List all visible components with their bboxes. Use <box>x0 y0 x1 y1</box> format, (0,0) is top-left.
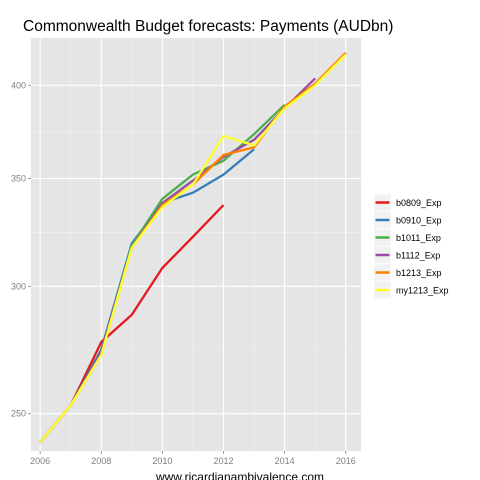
y-tick-label: 300 <box>11 281 26 291</box>
legend-label-b0809_Exp: b0809_Exp <box>396 198 442 208</box>
x-axis: 2006 2008 2010 2012 2014 2016 <box>30 451 356 466</box>
x-tick-label: 2016 <box>336 456 356 466</box>
y-tick-label: 400 <box>11 80 26 90</box>
y-axis: 250 300 350 400 <box>11 80 31 419</box>
x-tick-label: 2012 <box>213 456 233 466</box>
x-tick-label: 2006 <box>30 456 50 466</box>
chart-title: Commonwealth Budget forecasts: Payments … <box>23 18 393 35</box>
x-tick-label: 2014 <box>275 456 295 466</box>
legend-label-b1213_Exp: b1213_Exp <box>396 268 442 278</box>
legend-label-my1213_Exp: my1213_Exp <box>396 286 449 296</box>
y-tick-label: 250 <box>11 409 26 419</box>
legend-label-b1112_Exp: b1112_Exp <box>396 251 440 261</box>
legend: b0809_Exp b0910_Exp b1011_Exp b1112_Exp b121… <box>372 189 472 300</box>
x-tick-label: 2010 <box>152 456 172 466</box>
x-tick-label: 2008 <box>91 456 111 466</box>
legend-label-b0910_Exp: b0910_Exp <box>396 216 442 226</box>
y-tick-label: 350 <box>11 174 26 184</box>
legend-label-b1011_Exp: b1011_Exp <box>396 233 441 243</box>
major-gridlines <box>31 38 361 451</box>
x-axis-label: www.ricardianambivalence.com <box>155 470 324 480</box>
series-line-my1213_Exp <box>39 53 347 443</box>
series-lines <box>39 51 347 443</box>
